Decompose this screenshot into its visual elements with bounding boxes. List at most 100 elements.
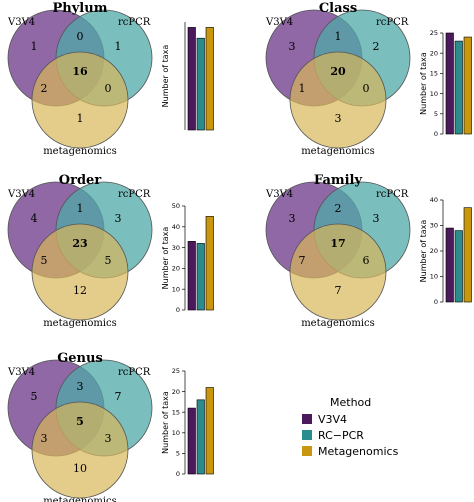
y-tick-label: 15 [430,70,438,78]
y-tick-label: 5 [434,110,438,118]
venn-set-label-rcpcr: rcPCR [118,17,151,28]
y-axis-title: Number of taxa [161,391,170,454]
y-tick-label: 0 [176,470,180,478]
venn-count-b_only: 3 [115,212,122,225]
venn-title: Phylum [53,1,108,16]
venn-count-a_only: 4 [31,212,38,225]
y-tick-label: 20 [430,49,438,57]
bar-chart-1: Number of taxa [161,22,214,131]
y-tick-label: 25 [430,29,438,37]
y-tick-label: 20 [172,388,180,396]
bar-rc-pcr [454,40,463,135]
bar-chart-5: 0 5 10 15 20 25 Number of taxa [161,367,214,478]
bar-v3v4 [187,27,196,131]
bar-chart-2: 0 5 10 15 20 25 Number of taxa [419,29,472,138]
venn-set-label-rcpcr: rcPCR [118,367,151,378]
legend-swatch [302,414,312,424]
venn-circle-metagenomics [289,51,387,149]
y-tick-label: 10 [430,273,438,281]
venn-count-ac: 5 [41,254,48,267]
venn-set-label-v3v4: V3V4 [7,17,35,28]
y-tick-label: 10 [172,285,180,293]
bar-v3v4 [445,32,454,135]
venn-count-b_only: 2 [373,40,380,53]
venn-count-abc: 23 [72,237,87,250]
bar-metagenomics [463,36,472,135]
venn-title: Family [314,173,363,188]
venn-set-label-metagenomics: metagenomics [301,318,375,329]
venn-title: Order [59,173,102,188]
venn-set-label-rcpcr: rcPCR [376,189,409,200]
venn-count-ab: 1 [77,202,84,215]
legend-item-label: V3V4 [318,413,347,426]
y-tick-label: 30 [172,244,180,252]
venn-circle-metagenomics [31,223,129,321]
y-tick-label: 5 [176,450,180,458]
venn-set-label-metagenomics: metagenomics [301,146,375,157]
venn-set-label-rcpcr: rcPCR [376,17,409,28]
venn-count-ab: 2 [335,202,342,215]
venn-count-ab: 1 [335,30,342,43]
venn-circle-metagenomics [31,51,129,149]
bar-chart-4: 0 10 20 30 40 Number of taxa [419,196,472,306]
venn-count-a_only: 3 [289,212,296,225]
venn-count-ac: 7 [299,254,306,267]
bar-rc-pcr [454,230,463,303]
y-axis-title: Number of taxa [419,52,428,115]
bar-chart-3: 0 10 20 30 40 50 Number of taxa [161,202,214,314]
y-tick-label: 20 [172,265,180,273]
venn-count-abc: 16 [72,65,88,78]
venn-family: Family V3V4 rcPCR metagenomics 3 3 2 7 6 17 7 [265,173,411,329]
y-tick-label: 10 [172,429,180,437]
venn-class: Class V3V4 rcPCR metagenomics 3 2 1 1 0 20 3 [265,1,411,157]
legend-swatch [302,446,312,456]
y-tick-label: 40 [430,196,438,204]
venn-count-abc: 20 [330,65,346,78]
venn-count-ab: 0 [77,30,84,43]
y-tick-label: 0 [176,306,180,314]
venn-count-c_only: 3 [335,112,342,125]
legend-swatch [302,430,312,440]
venn-count-ab: 3 [77,380,84,393]
venn-count-b_only: 1 [115,40,122,53]
venn-count-c_only: 10 [73,462,87,475]
venn-set-label-v3v4: V3V4 [265,189,293,200]
bar-v3v4 [187,407,196,475]
venn-count-c_only: 1 [77,112,84,125]
venn-count-bc: 0 [363,82,370,95]
venn-count-abc: 5 [76,415,84,428]
venn-order: Order V3V4 rcPCR metagenomics 4 3 1 5 5 23 12 [7,173,153,329]
venn-set-label-metagenomics: metagenomics [43,496,117,502]
venn-set-label-v3v4: V3V4 [7,189,35,200]
venn-count-abc: 17 [330,237,345,250]
y-axis-title: Number of taxa [419,220,428,283]
venn-count-a_only: 5 [31,390,38,403]
venn-title: Genus [57,351,103,366]
y-tick-label: 10 [430,90,438,98]
y-axis-title: Number of taxa [161,45,170,108]
venn-count-a_only: 1 [31,40,38,53]
y-tick-label: 15 [172,408,180,416]
legend-item-label: RC−PCR [318,429,364,442]
venn-count-c_only: 7 [335,284,342,297]
venn-title: Class [319,1,357,16]
y-tick-label: 40 [172,223,180,231]
y-tick-label: 0 [434,130,438,138]
venn-set-label-v3v4: V3V4 [7,367,35,378]
venn-count-bc: 6 [363,254,370,267]
bar-v3v4 [187,241,196,311]
y-tick-label: 50 [172,202,180,210]
venn-count-bc: 3 [105,432,112,445]
venn-phylum: Phylum V3V4 rcPCR metagenomics 1 1 0 2 0 16 1 [7,1,153,157]
venn-set-label-metagenomics: metagenomics [43,318,117,329]
venn-count-b_only: 3 [373,212,380,225]
y-tick-label: 0 [434,298,438,306]
y-tick-label: 30 [430,222,438,230]
bar-metagenomics [205,216,214,311]
legend: Method V3V4 RC−PCR Metagenomics [302,396,399,458]
y-tick-label: 20 [430,247,438,255]
venn-count-ac: 2 [41,82,48,95]
bar-v3v4 [445,227,454,303]
venn-set-label-v3v4: V3V4 [265,17,293,28]
